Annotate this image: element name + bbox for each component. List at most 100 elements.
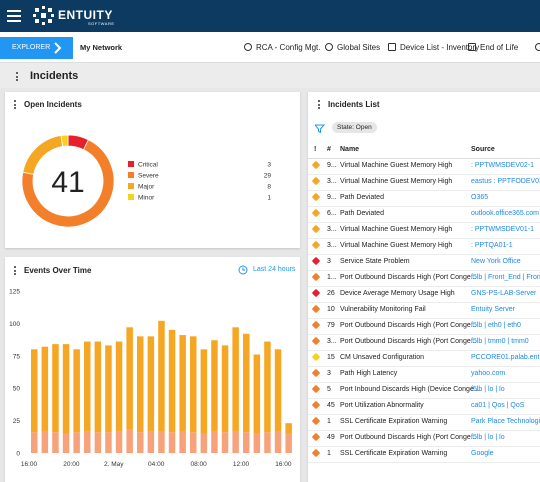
table-row[interactable]: 6... Path Deviated outlook.office365.com <box>308 206 540 223</box>
table-row[interactable]: 3... Virtual Machine Guest Memory High: P… <box>308 238 540 255</box>
bar-segment <box>73 349 80 433</box>
card-menu[interactable] <box>14 100 16 111</box>
incident-name: Service State Problem <box>340 258 410 265</box>
table-row[interactable]: 9... Virtual Machine Guest Memory High: P… <box>308 158 540 175</box>
page-header <box>0 63 540 88</box>
bar-segment <box>105 432 112 453</box>
incident-source[interactable]: f5lb | lo | lo <box>471 386 505 393</box>
table-row[interactable]: 3 Path High Latency yahoo.com <box>308 366 540 383</box>
bar-segment <box>147 336 155 431</box>
filter-chip[interactable]: State: Open <box>332 122 377 133</box>
incident-source[interactable]: f5lb | eth0 | eth0 <box>471 322 521 329</box>
incident-count: 79 <box>327 322 335 329</box>
bar-segment <box>115 430 123 453</box>
nav-tab[interactable]: RCA - Config Mgt. <box>256 43 321 52</box>
bar-segment <box>200 433 208 453</box>
y-tick-label: 75 <box>13 353 21 360</box>
incident-source[interactable]: outlook.office365.com <box>471 210 539 217</box>
incident-source[interactable]: eastus : PPTFODEV03-1 <box>471 178 540 185</box>
table-row[interactable]: 3... Port Outbound Discards High (Port Co… <box>308 334 540 351</box>
incident-source[interactable]: f5lb | Front_End | Front_I <box>471 274 540 281</box>
incident-count: 3 <box>327 370 331 377</box>
incident-source[interactable]: New York Office <box>471 258 521 265</box>
bar-segment <box>243 432 250 453</box>
table-row[interactable]: 9... Path Deviated O365 <box>308 190 540 207</box>
table-row[interactable]: 49 Port Outbound Discards High (Port Cong… <box>308 430 540 447</box>
page-menu[interactable] <box>16 72 18 83</box>
incident-source[interactable]: : PPTWMSDEV02-1 <box>471 162 535 169</box>
nav-tab[interactable]: Device List - Inventory <box>400 43 480 52</box>
x-tick-label: 16:00 <box>21 461 38 468</box>
table-row[interactable]: 3 Service State Problem New York Office <box>308 254 540 271</box>
bar-segment <box>168 432 176 453</box>
bar-segment <box>179 430 186 453</box>
incident-name: Port Utilization Abnormality <box>340 402 424 409</box>
incident-source[interactable]: : PPTWMSDEV01-1 <box>471 226 535 233</box>
bar-segment <box>253 354 261 434</box>
nav-tab[interactable]: End of Life <box>480 43 519 52</box>
incident-source[interactable]: Google <box>471 450 494 457</box>
legend-swatch <box>128 194 134 200</box>
card-menu[interactable] <box>14 266 16 277</box>
card-menu[interactable] <box>318 100 320 111</box>
incident-name: Path High Latency <box>340 370 398 377</box>
bar-segment <box>285 423 292 434</box>
incident-count: 1 <box>327 418 331 425</box>
table-row[interactable]: 1... Port Outbound Discards High (Port Co… <box>308 270 540 287</box>
bar-segment <box>41 430 49 453</box>
table-row[interactable]: 26 Device Average Memory Usage High GNS-PS… <box>308 286 540 303</box>
bar-segment <box>274 430 282 453</box>
incident-source[interactable]: GNS-PS-LAB-Server <box>471 290 537 297</box>
incident-source[interactable]: f5lb | lo | lo <box>471 434 505 441</box>
incident-source[interactable]: ca01 | Qos | QoS <box>471 402 525 409</box>
table-row[interactable]: 1 SSL Certificate Expiration Warning Park … <box>308 414 540 431</box>
column-header: ! <box>314 146 317 153</box>
severity-icon <box>311 320 321 330</box>
legend-swatch <box>128 183 134 189</box>
incident-name: Device Average Memory Usage High <box>340 290 455 297</box>
severity-icon <box>311 208 321 218</box>
explorer-label: EXPLORER <box>12 44 51 51</box>
events-card: Events Over Time Last 24 hours 0 25 50 75 10… <box>5 257 300 482</box>
table-row[interactable]: 45 Port Utilization Abnormality ca01 | Qos… <box>308 398 540 415</box>
table-row[interactable]: 3... Virtual Machine Guest Memory High eas… <box>308 174 540 191</box>
incident-name: Port Outbound Discards High (Port Conge.… <box>340 274 477 281</box>
bar-segment <box>232 327 239 431</box>
column-header: Name <box>340 146 360 153</box>
table-row[interactable]: 10 Vulnerability Monitoring Fail Entuity S… <box>308 302 540 319</box>
table-row[interactable]: 5 Port Inbound Discards High (Device Cong… <box>308 382 540 399</box>
bar-segment <box>31 349 38 433</box>
table-row[interactable]: 1 SSL Certificate Expiration Warning Googl… <box>308 446 540 463</box>
menu-button[interactable] <box>7 9 23 23</box>
time-range-link[interactable]: Last 24 hours <box>253 266 296 273</box>
incident-source[interactable]: f5lb | tmm0 | tmm0 <box>471 338 529 345</box>
legend-value: 8 <box>267 184 271 191</box>
incident-name: Path Deviated <box>340 194 384 201</box>
bar-segment <box>137 432 144 453</box>
bar-segment <box>243 333 250 433</box>
incident-source[interactable]: PCCORE01.palab.entuity <box>471 354 540 361</box>
nav-tab[interactable]: Global Sites <box>337 43 381 52</box>
logo-icon <box>33 6 54 25</box>
filter-icon[interactable] <box>315 124 325 133</box>
incident-source[interactable]: : PPTQA01-1 <box>471 242 513 249</box>
table-row[interactable]: 3... Virtual Machine Guest Memory High: P… <box>308 222 540 239</box>
bar-segment <box>285 433 292 453</box>
incident-name: SSL Certificate Expiration Warning <box>340 418 448 425</box>
incident-count: 1... <box>327 274 337 281</box>
x-tick-label: 16:00 <box>275 461 292 468</box>
bar-segment <box>147 430 155 453</box>
incident-source[interactable]: yahoo.com <box>471 370 506 377</box>
incident-source[interactable]: Park Place Technologies <box>471 418 540 425</box>
table-row[interactable]: 15 CM Unsaved Configuration PCCORE01.palab… <box>308 350 540 367</box>
table-row[interactable]: 79 Port Outbound Discards High (Port Cong… <box>308 318 540 335</box>
incident-source[interactable]: Entuity Server <box>471 306 515 313</box>
incident-name: SSL Certificate Expiration Warning <box>340 450 448 457</box>
incident-source[interactable]: O365 <box>471 194 489 201</box>
incident-count: 6... <box>327 210 337 217</box>
legend-label: Minor <box>138 195 155 202</box>
nav-bar <box>0 32 540 63</box>
bar-segment <box>190 336 197 433</box>
explorer-button[interactable] <box>0 37 73 59</box>
bar-segment <box>200 349 208 434</box>
